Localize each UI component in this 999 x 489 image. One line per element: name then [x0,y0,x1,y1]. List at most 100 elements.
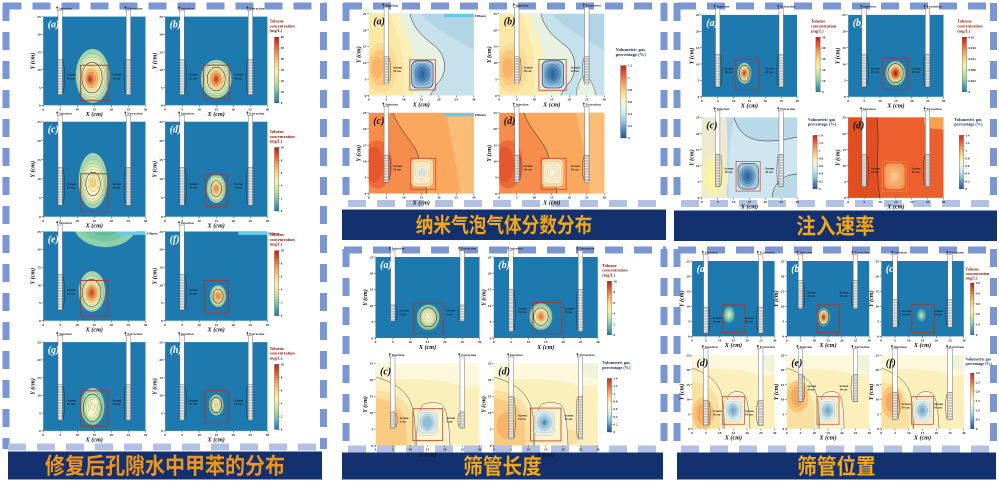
svg-text:10: 10 [37,177,41,181]
svg-text:25: 25 [37,230,41,234]
svg-text:10 cm: 10 cm [189,402,197,406]
svg-text:(f): (f) [886,358,896,369]
svg-text:1.2: 1.2 [966,141,970,145]
svg-text:Y (cm): Y (cm) [480,396,487,413]
svg-text:5 cm: 5 cm [400,312,407,316]
svg-text:10 cm: 10 cm [189,76,197,80]
svg-text:5: 5 [688,412,690,416]
svg-text:0: 0 [493,448,495,452]
svg-text:30: 30 [478,448,482,452]
svg-text:Injection: Injection [894,251,907,255]
svg-text:Screen: Screen [934,402,943,406]
svg-text:10: 10 [488,411,492,415]
svg-text:15: 15 [748,99,752,103]
svg-text:0: 0 [42,433,44,437]
svg-text:X (cm): X (cm) [886,103,904,110]
svg-text:percentage (%): percentage (%) [966,361,993,366]
svg-text:X (cm): X (cm) [724,435,742,442]
svg-text:20: 20 [488,272,492,276]
svg-text:0: 0 [490,444,492,448]
svg-text:0: 0 [161,429,163,433]
svg-text:(b): (b) [498,260,510,271]
svg-text:Injection: Injection [717,107,730,111]
svg-text:Toluene: Toluene [957,19,972,24]
svg-text:25: 25 [948,431,952,435]
svg-text:10: 10 [812,339,816,343]
svg-text:X (cm): X (cm) [85,327,103,334]
svg-text:20: 20 [686,274,690,278]
svg-text:Y (cm): Y (cm) [30,161,37,178]
svg-text:percentage (%): percentage (%) [954,122,983,127]
svg-text:10: 10 [363,61,367,65]
svg-text:(a): (a) [380,260,392,271]
svg-text:Y (cm): Y (cm) [486,46,493,63]
svg-text:30: 30 [266,433,270,437]
svg-text:10 cm: 10 cm [934,406,942,410]
svg-text:concentration: concentration [270,134,296,139]
svg-text:10 cm: 10 cm [713,320,721,324]
svg-text:0.8: 0.8 [966,156,970,160]
svg-text:15: 15 [842,46,846,50]
svg-text:Screen: Screen [67,398,76,402]
svg-text:X (cm): X (cm) [85,437,103,444]
svg-text:25: 25 [854,339,858,343]
svg-text:Screen: Screen [807,384,816,388]
svg-text:Injection: Injection [181,6,194,10]
svg-text:5: 5 [894,339,896,343]
svg-text:0: 0 [786,339,788,343]
svg-text:Screen: Screen [234,398,243,402]
svg-text:25: 25 [249,433,253,437]
svg-text:0: 0 [39,319,41,323]
svg-text:20: 20 [840,339,844,343]
svg-text:5 cm: 5 cm [446,419,453,423]
svg-text:15: 15 [875,383,879,387]
svg-text:25: 25 [37,340,41,344]
svg-text:Screen: Screen [713,409,722,413]
svg-text:Injection: Injection [516,103,529,107]
svg-text:(b): (b) [170,20,182,31]
svg-text:0.02: 0.02 [969,35,975,39]
svg-text:10 cm: 10 cm [725,170,733,174]
svg-text:3.0: 3.0 [976,371,980,375]
svg-text:25: 25 [363,111,367,115]
svg-text:0: 0 [614,333,616,337]
svg-text:0: 0 [368,196,370,200]
svg-text:25: 25 [781,259,785,263]
svg-text:25: 25 [159,15,163,19]
svg-text:15: 15 [921,339,925,343]
svg-text:5: 5 [385,98,387,102]
svg-text:Extraction: Extraction [780,5,795,9]
svg-text:Y (cm): Y (cm) [30,53,37,70]
svg-text:Injection: Injection [385,3,398,7]
svg-text:5: 5 [783,412,785,416]
svg-text:10 cm: 10 cm [67,402,75,406]
svg-text:15: 15 [732,431,736,435]
svg-text:0: 0 [819,187,821,191]
svg-text:(a): (a) [373,17,385,28]
svg-text:20: 20 [822,68,826,72]
svg-text:Screen: Screen [400,309,409,313]
svg-text:25: 25 [759,339,763,343]
svg-text:5: 5 [59,323,61,327]
svg-text:15: 15 [488,288,492,292]
svg-text:0: 0 [368,98,370,102]
svg-text:30: 30 [867,339,871,343]
svg-text:5: 5 [161,86,163,90]
svg-text:10 cm: 10 cm [393,167,401,171]
svg-text:20: 20 [745,431,749,435]
svg-text:5: 5 [688,320,690,324]
svg-text:5: 5 [161,411,163,415]
svg-text:1: 1 [628,76,630,80]
svg-text:X (cm): X (cm) [207,327,225,334]
svg-text:2.5: 2.5 [976,381,980,385]
svg-text:0: 0 [161,319,163,323]
svg-text:Y (cm): Y (cm) [688,149,695,166]
svg-text:15: 15 [93,323,97,327]
svg-text:15: 15 [544,340,548,344]
svg-text:15: 15 [214,433,218,437]
svg-text:30: 30 [596,448,600,452]
svg-text:0: 0 [701,99,703,103]
svg-text:10 cm: 10 cm [524,69,532,73]
svg-text:X (cm): X (cm) [85,223,103,230]
svg-text:30: 30 [942,99,946,103]
